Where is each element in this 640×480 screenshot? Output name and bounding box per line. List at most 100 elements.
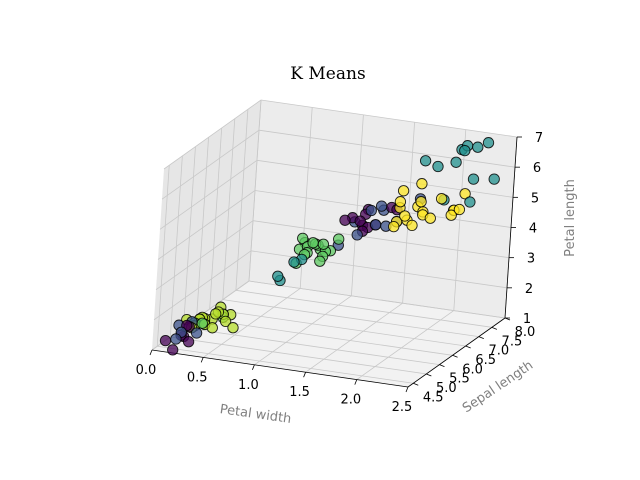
data-point-cluster-5 xyxy=(459,188,471,200)
y-axis-line xyxy=(407,317,506,388)
grid-line-z xyxy=(155,220,254,290)
data-point-cluster-2 xyxy=(467,173,480,185)
data-point-cluster-5 xyxy=(394,196,407,208)
z-tick-label: 4 xyxy=(529,222,537,237)
floor-pane xyxy=(152,281,505,387)
data-point-cluster-5 xyxy=(406,219,418,232)
grid-line-z xyxy=(161,129,260,200)
y-tick-label: 6.5 xyxy=(475,353,496,368)
data-point-cluster-0 xyxy=(167,344,179,356)
grid-line-z xyxy=(163,99,262,170)
x-tick-label: 0.5 xyxy=(187,370,208,385)
grid-line-y xyxy=(196,317,453,356)
x-tick-label: 1.0 xyxy=(238,378,259,393)
y-tick xyxy=(452,354,458,358)
y-tick-label: 5.5 xyxy=(449,372,470,387)
z-tick-label: 2 xyxy=(525,282,533,297)
y-tick-label: 5.0 xyxy=(436,381,457,396)
grid-line-x xyxy=(356,310,455,380)
data-point-cluster-5 xyxy=(399,210,411,222)
grid-line-z xyxy=(159,160,258,230)
grid-line-z xyxy=(248,280,506,319)
grid-line-y xyxy=(235,289,492,328)
x-tick-label: 0.0 xyxy=(136,363,157,378)
y-tick xyxy=(413,382,419,386)
grid-line-x xyxy=(305,302,403,373)
data-point-cluster-1 xyxy=(170,333,182,345)
data-point-cluster-3 xyxy=(314,255,326,267)
y-tick-label: 8.0 xyxy=(515,325,536,340)
grid-line-y xyxy=(222,299,479,338)
grid-line-z xyxy=(258,129,516,168)
grid-line-z xyxy=(153,250,252,321)
y-tick xyxy=(426,373,432,377)
data-point-cluster-2 xyxy=(419,155,432,167)
data-point-cluster-2 xyxy=(450,156,462,168)
data-point-cluster-5 xyxy=(416,178,428,190)
z-tick-label: 3 xyxy=(527,252,535,267)
data-point-cluster-3 xyxy=(333,233,345,245)
data-point-cluster-2 xyxy=(459,144,471,157)
data-point-cluster-4 xyxy=(206,322,218,334)
data-point-cluster-5 xyxy=(435,193,448,205)
data-point-cluster-2 xyxy=(288,256,300,268)
data-point-cluster-4 xyxy=(210,308,222,320)
data-point-cluster-3 xyxy=(196,317,208,329)
z-tick-label: 5 xyxy=(531,191,539,206)
chart-title: K Means xyxy=(290,64,365,84)
grid-line-z xyxy=(260,99,518,138)
grid-line-x xyxy=(202,288,301,358)
z-tick-label: 1 xyxy=(523,312,531,327)
data-point-cluster-1 xyxy=(370,219,382,231)
grid-line-z xyxy=(256,159,514,198)
x-tick xyxy=(354,379,358,385)
data-point-cluster-1 xyxy=(190,327,203,339)
grid-line-z xyxy=(157,190,256,260)
data-point-cluster-0 xyxy=(182,336,195,348)
x-tick-label: 1.5 xyxy=(289,385,310,400)
x-tick-label: 2.0 xyxy=(340,393,361,408)
data-point-cluster-4 xyxy=(219,315,232,328)
data-point-cluster-2 xyxy=(488,173,500,185)
x-tick xyxy=(252,364,255,370)
data-point-cluster-5 xyxy=(388,220,400,233)
x-axis-label: Petal width xyxy=(219,402,292,427)
grid-line-y xyxy=(209,308,466,347)
data-point-cluster-3 xyxy=(317,238,330,250)
x-axis-line xyxy=(151,349,409,388)
data-point-cluster-5 xyxy=(453,203,466,216)
data-point-cluster-5 xyxy=(415,196,427,208)
grid-line-y xyxy=(183,327,440,366)
data-point-cluster-2 xyxy=(432,160,444,173)
grid-line-z xyxy=(252,220,510,259)
data-point-cluster-2 xyxy=(472,141,484,153)
y-tick xyxy=(439,364,445,367)
data-point-cluster-1 xyxy=(351,229,363,241)
x-tick xyxy=(303,372,306,378)
grid-line-x xyxy=(254,295,352,366)
y-tick xyxy=(478,336,484,340)
y-tick-label: 7.0 xyxy=(488,344,509,359)
data-point-cluster-0 xyxy=(159,334,172,347)
z-axis-label: Petal length xyxy=(563,179,578,257)
data-point-cluster-1 xyxy=(375,200,388,212)
y-tick-label: 6.0 xyxy=(462,362,483,377)
y-tick xyxy=(465,345,471,349)
x-tick xyxy=(200,357,204,363)
data-point-cluster-2 xyxy=(272,270,284,282)
data-point-cluster-3 xyxy=(307,237,319,249)
x-tick-label: 2.5 xyxy=(392,400,413,415)
grid-line-y xyxy=(170,336,427,375)
grid-line-y xyxy=(157,345,414,384)
data-point-cluster-5 xyxy=(424,212,436,224)
data-point-cluster-0 xyxy=(339,214,351,226)
data-point-cluster-1 xyxy=(365,204,377,217)
y-tick-label: 4.5 xyxy=(423,390,444,405)
data-point-cluster-4 xyxy=(227,322,239,334)
z-tick-label: 6 xyxy=(533,161,541,176)
data-point-cluster-3 xyxy=(297,232,309,245)
y-tick xyxy=(491,326,498,330)
data-point-cluster-2 xyxy=(482,137,495,149)
